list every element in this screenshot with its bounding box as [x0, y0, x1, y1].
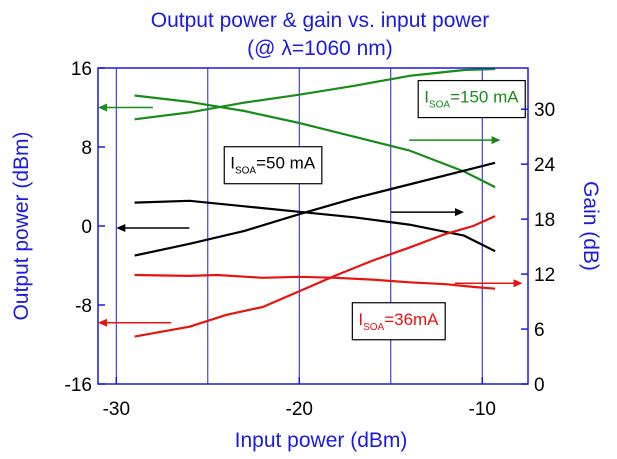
black-arrow-left [116, 223, 190, 232]
svg-text:ISOA=50 mA: ISOA=50 mA [230, 154, 316, 177]
bottom-tick-label: -20 [286, 399, 313, 420]
svg-text:ISOA=36mA: ISOA=36mA [358, 310, 439, 333]
right-tick-label: 30 [534, 100, 555, 121]
left-tick-label: -16 [65, 375, 92, 396]
black-left-series-line [134, 161, 496, 257]
left-axis-ticks: -16 -8 0 8 16 [65, 59, 105, 396]
y-axis-label-right: Gain (dB) [579, 181, 602, 271]
bottom-tick-label: -10 [469, 399, 496, 420]
right-axis-ticks: 0 6 12 18 24 30 [521, 100, 556, 396]
red-current-label: ISOA=36mA [351, 302, 446, 341]
red-arrow-right [454, 279, 523, 288]
left-tick-label: 8 [81, 138, 92, 159]
black-right-series-line [134, 199, 496, 253]
left-tick-label: 0 [81, 217, 92, 238]
series-layer [134, 67, 496, 338]
left-tick-label: 16 [71, 59, 92, 80]
black-arrow-right [390, 208, 464, 217]
left-tick-label: -8 [75, 296, 92, 317]
right-tick-label: 24 [534, 155, 556, 176]
chart-subtitle: (@ λ=1060 nm) [247, 37, 393, 60]
green-left-series-line [134, 67, 496, 121]
bottom-axis-ticks: -30 -20 -10 [103, 377, 496, 420]
green-right-series-line [134, 94, 496, 189]
right-tick-label: 6 [534, 320, 545, 341]
green-arrow-left [98, 103, 153, 112]
chart-title: Output power & gain vs. input power [151, 9, 490, 32]
right-tick-label: 0 [534, 375, 545, 396]
bottom-tick-label: -30 [103, 399, 130, 420]
x-axis-label: Input power (dBm) [235, 429, 408, 452]
green-arrow-right [409, 136, 501, 145]
y-axis-label-left: Output power (dBm) [10, 131, 33, 320]
annotation-layer: ISOA=150 mA ISOA=50 mA ISOA=36mA [223, 79, 526, 341]
arrow-layer [98, 103, 523, 327]
black-current-label: ISOA=50 mA [223, 146, 323, 185]
red-arrow-left [98, 318, 172, 327]
right-tick-label: 12 [534, 265, 555, 286]
red-left-series-line [134, 215, 496, 338]
red-right-series-line [134, 273, 496, 290]
green-current-label: ISOA=150 mA [417, 79, 526, 119]
right-tick-label: 18 [534, 210, 555, 231]
svg-text:ISOA=150 mA: ISOA=150 mA [424, 88, 519, 111]
